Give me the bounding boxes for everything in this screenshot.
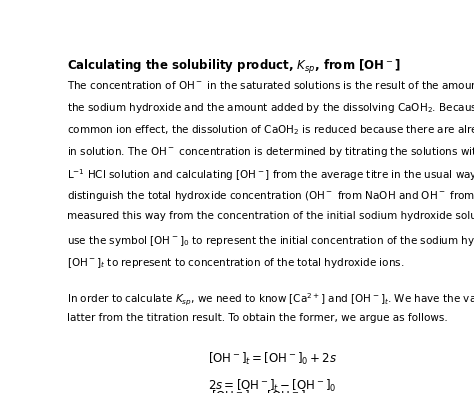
Text: L$^{-1}$ HCl solution and calculating [OH$^-$] from the average titre in the usu: L$^{-1}$ HCl solution and calculating [O… (66, 167, 474, 183)
Text: measured this way from the concentration of the initial sodium hydroxide solutio: measured this way from the concentration… (66, 211, 474, 222)
Text: In order to calculate $K_{sp}$, we need to know [Ca$^{2+}$] and [OH$^-$]$_t$. We: In order to calculate $K_{sp}$, we need … (66, 291, 474, 308)
Text: the sodium hydroxide and the amount added by the dissolving CaOH$_2$. Because of: the sodium hydroxide and the amount adde… (66, 101, 474, 115)
Text: [OH$^-$]$_t$ to represent to concentration of the total hydroxide ions.: [OH$^-$]$_t$ to represent to concentrati… (66, 256, 404, 270)
Text: common ion effect, the dissolution of CaOH$_2$ is reduced because there are alre: common ion effect, the dissolution of Ca… (66, 123, 474, 137)
Text: Calculating the solubility product, $K_{sp}$, from [OH$^-$]: Calculating the solubility product, $K_{… (66, 58, 400, 76)
Text: use the symbol [OH$^-$]$_0$ to represent the initial concentration of the sodium: use the symbol [OH$^-$]$_0$ to represent… (66, 233, 474, 248)
Text: The concentration of OH$^-$ in the saturated solutions is the result of the amou: The concentration of OH$^-$ in the satur… (66, 79, 474, 91)
Text: in solution. The OH$^-$ concentration is determined by titrating the solutions w: in solution. The OH$^-$ concentration is… (66, 145, 474, 159)
Text: latter from the titration result. To obtain the former, we argue as follows.: latter from the titration result. To obt… (66, 314, 447, 323)
Text: $2s = [\mathrm{OH}^-]_t - [\mathrm{OH}^-]_0$: $2s = [\mathrm{OH}^-]_t - [\mathrm{OH}^-… (208, 378, 337, 393)
Text: $[\mathrm{OH}^-]_t - [\mathrm{OH}^-]_0$: $[\mathrm{OH}^-]_t - [\mathrm{OH}^-]_0$ (211, 389, 311, 393)
Text: distinguish the total hydroxide concentration (OH$^-$ from NaOH and OH$^-$ from : distinguish the total hydroxide concentr… (66, 189, 474, 204)
Text: $[\mathrm{OH}^-]_t = [\mathrm{OH}^-]_0 + 2s$: $[\mathrm{OH}^-]_t = [\mathrm{OH}^-]_0 +… (208, 351, 337, 367)
